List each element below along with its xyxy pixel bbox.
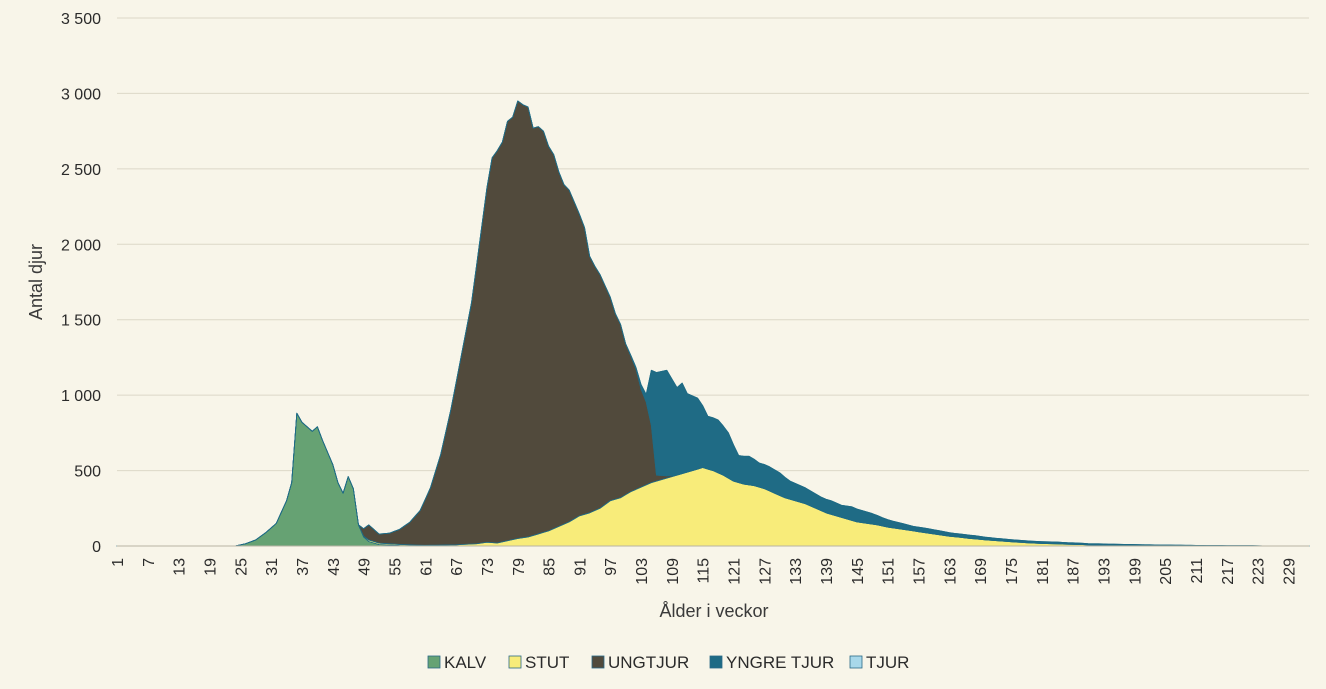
x-tick-label: 103 bbox=[634, 558, 651, 585]
y-tick-label: 3 500 bbox=[61, 11, 101, 28]
x-tick-label: 79 bbox=[511, 558, 528, 576]
x-tick-label: 151 bbox=[881, 558, 898, 585]
legend-label-ungtjur: UNGTJUR bbox=[608, 653, 689, 672]
x-tick-label: 133 bbox=[788, 558, 805, 585]
x-tick-label: 169 bbox=[973, 558, 990, 585]
x-tick-label: 55 bbox=[387, 558, 404, 576]
x-tick-label: 193 bbox=[1096, 558, 1113, 585]
y-tick-label: 1 000 bbox=[61, 388, 101, 405]
legend-swatch-stut bbox=[508, 655, 522, 669]
x-tick-label: 49 bbox=[357, 558, 374, 576]
x-tick-label: 175 bbox=[1004, 558, 1021, 585]
y-tick-label: 500 bbox=[74, 464, 101, 481]
x-tick-label: 61 bbox=[418, 558, 435, 576]
y-axis-title: Antal djur bbox=[26, 244, 46, 320]
y-tick-label: 1 500 bbox=[61, 313, 101, 330]
legend-label-kalv: KALV bbox=[444, 653, 487, 672]
x-tick-label: 217 bbox=[1220, 558, 1237, 585]
x-tick-label: 145 bbox=[850, 558, 867, 585]
x-tick-label: 181 bbox=[1035, 558, 1052, 585]
legend-swatch-kalv bbox=[427, 655, 441, 669]
x-tick-label: 13 bbox=[172, 558, 189, 576]
x-tick-label: 109 bbox=[665, 558, 682, 585]
x-tick-label: 25 bbox=[233, 558, 250, 576]
x-tick-label: 43 bbox=[326, 558, 343, 576]
x-tick-label: 187 bbox=[1066, 558, 1083, 585]
x-tick-label: 73 bbox=[480, 558, 497, 576]
x-tick-label: 1 bbox=[110, 558, 127, 567]
x-tick-label: 115 bbox=[696, 558, 713, 584]
x-tick-label: 37 bbox=[295, 558, 312, 576]
x-tick-label: 91 bbox=[572, 558, 589, 576]
x-tick-label: 7 bbox=[141, 558, 158, 567]
y-tick-label: 3 000 bbox=[61, 86, 101, 103]
x-tick-label: 157 bbox=[912, 558, 929, 585]
x-tick-label: 121 bbox=[727, 558, 744, 585]
x-axis-title: Ålder i veckor bbox=[659, 601, 768, 621]
x-tick-label: 163 bbox=[942, 558, 959, 585]
x-tick-label: 199 bbox=[1127, 558, 1144, 585]
y-tick-label: 2 500 bbox=[61, 162, 101, 179]
x-tick-label: 205 bbox=[1158, 558, 1175, 585]
legend-swatch-yngre-tjur bbox=[709, 655, 723, 669]
x-tick-label: 229 bbox=[1281, 558, 1298, 585]
legend-swatch-tjur bbox=[849, 655, 863, 669]
x-tick-label: 19 bbox=[202, 558, 219, 576]
x-tick-label: 85 bbox=[542, 558, 559, 576]
legend-label-tjur: TJUR bbox=[866, 653, 909, 672]
legend-label-stut: STUT bbox=[525, 653, 569, 672]
x-tick-label: 127 bbox=[757, 558, 774, 585]
x-tick-label: 67 bbox=[449, 558, 466, 576]
x-tick-label: 31 bbox=[264, 558, 281, 576]
x-tick-label: 139 bbox=[819, 558, 836, 585]
x-tick-label: 97 bbox=[603, 558, 620, 576]
y-tick-label: 0 bbox=[92, 539, 101, 556]
y-tick-label: 2 000 bbox=[61, 237, 101, 254]
x-tick-label: 223 bbox=[1251, 558, 1268, 585]
legend-swatch-ungtjur bbox=[591, 655, 605, 669]
legend-label-yngre-tjur: YNGRE TJUR bbox=[726, 653, 834, 672]
x-tick-label: 211 bbox=[1189, 558, 1206, 584]
